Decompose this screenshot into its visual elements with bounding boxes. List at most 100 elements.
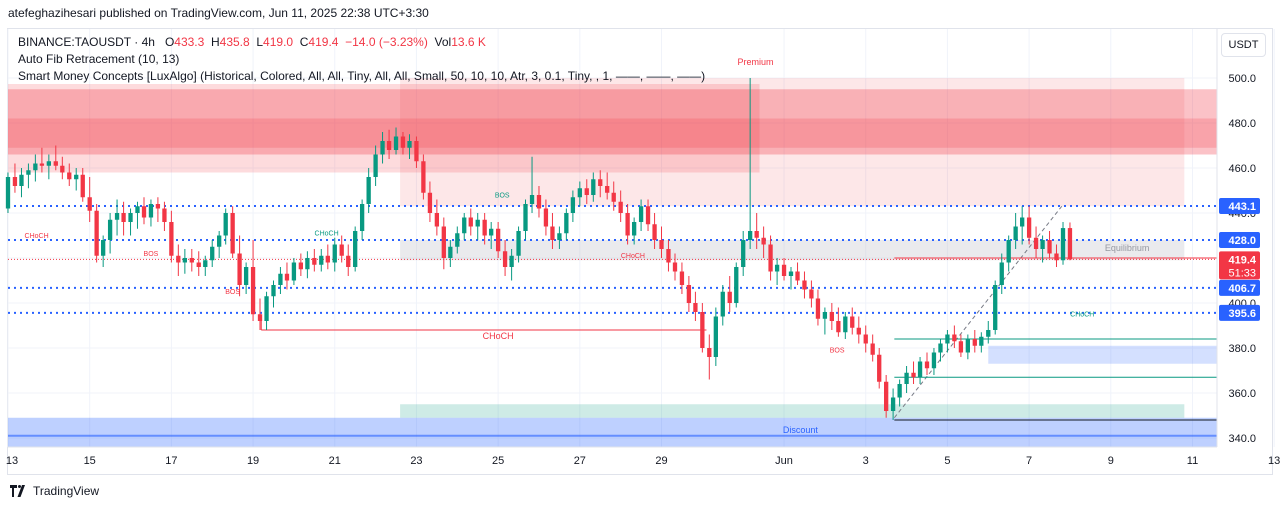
indicator-fib[interactable]: Auto Fib Retracement (10, 13) [18, 52, 180, 66]
candle-up [319, 255, 324, 265]
x-tick-label: 15 [84, 455, 96, 467]
candle-up [638, 206, 644, 222]
candle-down [121, 213, 126, 222]
candle-down [652, 224, 657, 240]
choch-label: CHoCH [621, 253, 645, 260]
candle-down [700, 312, 705, 348]
candle-up [1040, 240, 1045, 249]
open-label: O [164, 35, 175, 49]
x-tick-label: 29 [655, 455, 667, 467]
candle-down [87, 197, 92, 211]
candle-down [550, 226, 555, 240]
high-value: 435.8 [219, 35, 250, 49]
candle-down [482, 219, 487, 236]
candle-up [243, 267, 249, 285]
candle-down [625, 213, 630, 236]
candle-up [33, 163, 38, 171]
candle-down [176, 255, 181, 263]
candle-down [325, 255, 330, 263]
candle-up [278, 273, 283, 285]
candle-down [427, 192, 433, 213]
candle-down [414, 141, 419, 162]
bar-countdown: 51:33 [1228, 267, 1256, 279]
indicator-smc[interactable]: Smart Money Concepts [LuxAlgo] (Historic… [18, 69, 706, 83]
price-label-box [1219, 232, 1260, 248]
change-value: −14.0 (−3.23%) [345, 35, 428, 49]
candle-up [26, 170, 31, 175]
discount-label: Discount [783, 425, 819, 435]
price-label: 419.4 [1228, 254, 1256, 266]
x-tick-label: 19 [247, 455, 259, 467]
candle-up [5, 177, 11, 209]
premium-zone-historical [8, 84, 760, 173]
x-tick-label: 13 [1268, 455, 1280, 467]
candle-up [475, 219, 480, 227]
candle-down [958, 341, 964, 353]
supply-zone [8, 89, 1217, 155]
candle-down [12, 177, 18, 186]
candle-up [523, 204, 528, 231]
candle-down [237, 253, 242, 285]
discount-zone [8, 417, 1217, 447]
candle-down [802, 280, 807, 290]
candle-down [618, 201, 623, 213]
candle-down [884, 381, 889, 411]
candle-up [332, 244, 337, 263]
candle-up [291, 262, 297, 281]
candle-down [386, 141, 392, 150]
candle-down [972, 339, 977, 346]
candle-down [1033, 237, 1039, 249]
candle-down [611, 192, 616, 202]
candle-up [448, 246, 453, 258]
candle-up [843, 316, 848, 333]
bos-label: BOS [495, 192, 510, 199]
candle-up [734, 267, 739, 303]
price-label-box [1219, 279, 1260, 296]
candle-down [94, 210, 99, 256]
candle-up [264, 296, 269, 321]
candle-up [979, 336, 984, 346]
candle-up [570, 197, 576, 213]
close-label: C [299, 35, 309, 49]
candle-up [788, 271, 794, 276]
candle-down [441, 226, 446, 258]
candle-up [455, 233, 460, 247]
candle-down [250, 267, 256, 315]
candle-up [46, 161, 51, 166]
candle-down [1026, 217, 1032, 238]
candle-up [101, 240, 106, 256]
candle-up [1013, 226, 1018, 240]
low-value: 419.0 [263, 35, 294, 49]
choch-label: CHoCH [1070, 312, 1094, 319]
price-label-box [1219, 251, 1260, 280]
candle-down [1047, 240, 1052, 254]
candle-down [39, 163, 45, 166]
structure-labels: CHoCH BOS BOS CHoCH BOS CHoCH CHoCH BOS CHoCH Pre… [25, 57, 1150, 435]
candle-up [366, 177, 371, 204]
candle-down [141, 206, 147, 218]
symbol-label[interactable]: BINANCE:TAOUSDT · 4h [18, 35, 155, 49]
candle-down [795, 271, 800, 281]
candle-down [468, 217, 473, 227]
candle-down [924, 361, 930, 369]
candle-up [182, 258, 188, 263]
y-tick-label: 360.0 [1228, 388, 1256, 400]
currency-button[interactable]: USDT [1221, 33, 1266, 57]
candle-down [693, 303, 698, 312]
choch-label: CHoCH [315, 231, 339, 238]
x-tick-label: 23 [410, 455, 422, 467]
candle-up [917, 361, 923, 378]
candle-down [196, 262, 201, 267]
x-tick-label: 5 [944, 455, 950, 467]
x-tick-label: 21 [329, 455, 341, 467]
price-label-box [1219, 198, 1260, 215]
candle-down [400, 136, 406, 148]
candle-down [768, 244, 773, 272]
candle-up [564, 213, 569, 234]
price-label: 443.1 [1228, 201, 1256, 213]
candle-down [863, 334, 868, 344]
smc-zones [8, 78, 1217, 447]
candle-down [598, 179, 603, 186]
candle-up [890, 397, 896, 411]
